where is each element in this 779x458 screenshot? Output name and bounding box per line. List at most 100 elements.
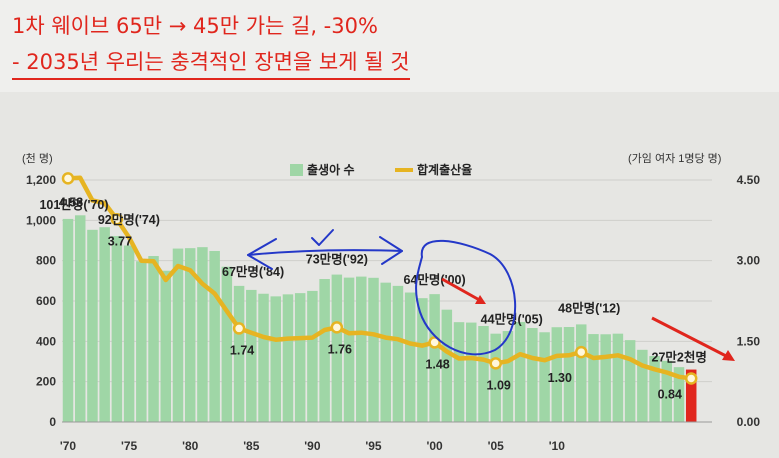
rate-label: 4.53 bbox=[59, 195, 83, 209]
bar bbox=[441, 309, 453, 422]
x-axis-tick-label: '80 bbox=[182, 439, 199, 453]
pen-double-arrow bbox=[247, 249, 403, 256]
trend-arrow-2000-head bbox=[475, 295, 486, 304]
left-axis-tick-label: 1,000 bbox=[26, 213, 56, 227]
x-axis-tick-label: '90 bbox=[304, 439, 321, 453]
left-axis-tick-label: 0 bbox=[49, 415, 56, 429]
bar bbox=[514, 321, 526, 422]
x-axis-tick-label: '85 bbox=[243, 439, 260, 453]
birth-annotation: 92만명('74) bbox=[98, 212, 160, 227]
birth-annotation: 73만명('92) bbox=[306, 252, 368, 267]
right-axis-tick-label: 1.50 bbox=[737, 334, 761, 348]
tfr-marker bbox=[684, 372, 698, 385]
bar bbox=[99, 227, 110, 422]
headline-line-2: - 2035년 우리는 충격적인 장면을 보게 될 것 bbox=[12, 46, 410, 80]
tfr-marker bbox=[61, 172, 75, 185]
left-axis-unit: (천 명) bbox=[22, 151, 53, 165]
birth-chart: (천 명) (가임 여자 1명당 명) 출생아 수 합계출산율 0 200 400 6… bbox=[22, 151, 761, 453]
left-axis-tick-label: 800 bbox=[36, 254, 56, 268]
chart-panel: (천 명) (가임 여자 1명당 명) 출생아 수 합계출산율 0 200 400 6… bbox=[0, 92, 779, 458]
legend-bar-swatch bbox=[290, 164, 303, 176]
bar bbox=[87, 229, 98, 422]
bar bbox=[575, 324, 587, 422]
tfr-marker bbox=[330, 321, 344, 334]
bar bbox=[62, 218, 74, 422]
right-axis-tick-label: 0.00 bbox=[737, 415, 761, 429]
x-axis-tick-label: '00 bbox=[426, 439, 443, 453]
bar bbox=[649, 356, 660, 422]
x-axis-tick-label: '75 bbox=[121, 439, 138, 453]
rate-label: 1.30 bbox=[548, 371, 572, 385]
bar bbox=[502, 331, 514, 422]
bar bbox=[258, 293, 269, 422]
bar bbox=[111, 236, 123, 422]
bar bbox=[380, 282, 391, 422]
x-axis-tick-label: '95 bbox=[365, 439, 382, 453]
bar bbox=[429, 294, 440, 422]
bar bbox=[246, 289, 257, 422]
bar bbox=[319, 279, 330, 422]
birth-annotation: 64만명('00) bbox=[404, 272, 466, 287]
birth-annotation: 67만명('84) bbox=[222, 264, 284, 279]
rate-label: 1.48 bbox=[425, 357, 449, 371]
bar bbox=[685, 369, 697, 422]
bar bbox=[233, 285, 245, 422]
bar bbox=[221, 266, 233, 422]
bar bbox=[343, 277, 355, 422]
trend-arrow-2012-head bbox=[722, 350, 735, 361]
birth-annotation: 27만2천명 bbox=[652, 350, 707, 365]
bar bbox=[184, 248, 196, 422]
bar bbox=[307, 290, 318, 422]
bar bbox=[270, 296, 281, 422]
birth-annotation: 44만명('05) bbox=[481, 312, 543, 327]
bar bbox=[160, 270, 172, 422]
trend-arrows bbox=[441, 277, 735, 361]
left-axis-tick-label: 400 bbox=[36, 334, 56, 348]
legend: 출생아 수 합계출산율 bbox=[290, 162, 472, 177]
pen-arrowhead-left bbox=[247, 238, 277, 270]
bar bbox=[123, 245, 135, 422]
trend-arrow-2000 bbox=[441, 277, 484, 304]
tfr-line bbox=[65, 175, 694, 381]
bar bbox=[404, 292, 416, 422]
bar bbox=[453, 322, 465, 422]
right-axis-tick-label: 3.00 bbox=[737, 254, 761, 268]
bar-series bbox=[62, 215, 697, 422]
bar bbox=[527, 328, 538, 422]
birth-annotation: 48만명('12) bbox=[558, 300, 620, 315]
rate-label: 1.76 bbox=[328, 342, 352, 356]
bar bbox=[539, 332, 550, 422]
rate-label: 3.77 bbox=[108, 234, 132, 248]
bar bbox=[637, 349, 648, 422]
rate-label: 1.74 bbox=[230, 343, 254, 357]
bar bbox=[551, 327, 563, 422]
bar bbox=[478, 326, 489, 422]
bar bbox=[172, 248, 184, 422]
bar bbox=[331, 274, 343, 422]
bar bbox=[148, 256, 159, 422]
bar bbox=[466, 322, 477, 422]
headline-line-1: 1차 웨이브 65만 → 45만 가는 길, -30% bbox=[12, 14, 378, 38]
right-axis-tick-label: 4.50 bbox=[737, 173, 761, 187]
bar bbox=[600, 334, 611, 422]
tfr-marker bbox=[232, 322, 246, 335]
legend-item-tfr: 합계출산율 bbox=[417, 162, 472, 177]
tfr-marker bbox=[428, 336, 441, 349]
x-axis-tick-label: '70 bbox=[60, 439, 77, 453]
bar bbox=[624, 340, 636, 422]
rate-label: 1.09 bbox=[487, 378, 511, 392]
annotations: 101만명('70)92만명('74) 67만명('84) 73만명('92) 64만… bbox=[39, 195, 706, 401]
bar bbox=[197, 247, 208, 422]
right-axis-ticks: 0.00 1.50 3.00 4.50 bbox=[737, 173, 761, 429]
birth-annotation: 101만명('70) bbox=[39, 197, 108, 212]
bar bbox=[612, 333, 624, 422]
bar bbox=[368, 277, 379, 422]
bar bbox=[392, 285, 404, 422]
x-axis-tick-label: '10 bbox=[549, 439, 566, 453]
bar bbox=[209, 250, 220, 422]
pen-circle bbox=[415, 239, 516, 356]
x-axis-tick-label: '05 bbox=[488, 439, 505, 453]
legend-item-births: 출생아 수 bbox=[307, 162, 355, 177]
tfr-marker bbox=[574, 345, 588, 359]
right-axis-unit: (가임 여자 1명당 명) bbox=[628, 152, 721, 165]
